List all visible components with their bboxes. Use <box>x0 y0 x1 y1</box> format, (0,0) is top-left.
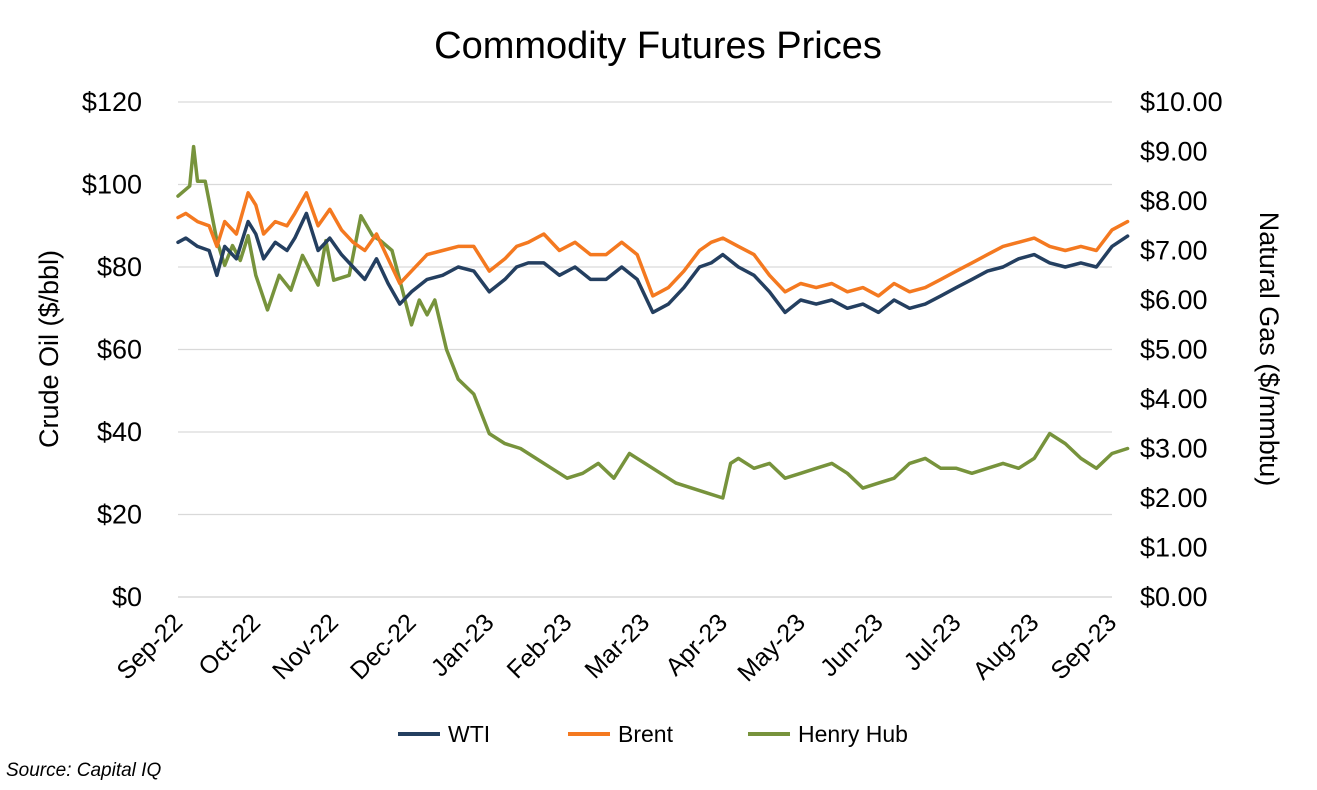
y-tick-right: $5.00 <box>1140 335 1208 365</box>
x-tick: Mar-23 <box>579 608 655 684</box>
y-axis-label-right: Natural Gas ($/mmbtu) <box>1254 212 1284 487</box>
y-tick-right: $4.00 <box>1140 384 1208 414</box>
source-note: Source: Capital IQ <box>6 760 162 781</box>
x-tick: Apr-23 <box>660 608 733 681</box>
x-tick: Sep-23 <box>1045 608 1122 685</box>
x-tick: Jan-23 <box>426 608 500 682</box>
x-axis-ticks: Sep-22 Oct-22 Nov-22 Dec-22 Jan-23 Feb-23 Mar-… <box>111 608 1122 687</box>
y-tick-left: $40 <box>97 417 142 447</box>
y-tick-left: $120 <box>82 87 142 117</box>
y-tick-right: $2.00 <box>1140 483 1208 513</box>
y-tick-left: $0 <box>112 582 142 612</box>
y-tick-right: $1.00 <box>1140 533 1208 563</box>
x-tick: Dec-22 <box>345 608 422 685</box>
series-line-henry-hub <box>176 144 1130 500</box>
x-tick: Jun-23 <box>815 608 889 682</box>
legend-label: Brent <box>618 721 674 747</box>
series-line-brent <box>176 191 1130 298</box>
y-tick-right: $3.00 <box>1140 434 1208 464</box>
gridlines <box>178 101 1112 516</box>
legend: WTI Brent Henry Hub <box>398 721 908 747</box>
x-tick: Jul-23 <box>899 608 967 676</box>
y-tick-right: $7.00 <box>1140 236 1208 266</box>
x-tick: Nov-22 <box>267 608 344 685</box>
y-tick-right: $0.00 <box>1140 582 1208 612</box>
y-tick-right: $6.00 <box>1140 285 1208 315</box>
y-tick-right: $9.00 <box>1140 137 1208 167</box>
series-lines <box>176 144 1130 500</box>
legend-label: WTI <box>448 721 490 747</box>
y-axis-label-left: Crude Oil ($/bbl) <box>34 250 64 448</box>
chart-title: Commodity Futures Prices <box>434 25 882 67</box>
y-tick-left: $20 <box>97 500 142 530</box>
series-line-wti <box>176 211 1130 315</box>
y-tick-right: $10.00 <box>1140 87 1223 117</box>
left-axis-ticks: $0 $20 $40 $60 $80 $100 $120 <box>82 87 142 612</box>
y-tick-left: $80 <box>97 252 142 282</box>
right-axis-ticks: $0.00 $1.00 $2.00 $3.00 $4.00 $5.00 $6.00 $7.00… <box>1140 87 1223 612</box>
x-tick: May-23 <box>732 608 811 687</box>
y-tick-left: $60 <box>97 335 142 365</box>
legend-label: Henry Hub <box>798 721 908 747</box>
x-tick: Aug-23 <box>968 608 1045 685</box>
x-tick: Sep-22 <box>111 608 188 685</box>
y-tick-left: $100 <box>82 170 142 200</box>
x-tick: Feb-23 <box>502 608 578 684</box>
x-tick: Oct-22 <box>193 608 266 681</box>
y-tick-right: $8.00 <box>1140 186 1208 216</box>
